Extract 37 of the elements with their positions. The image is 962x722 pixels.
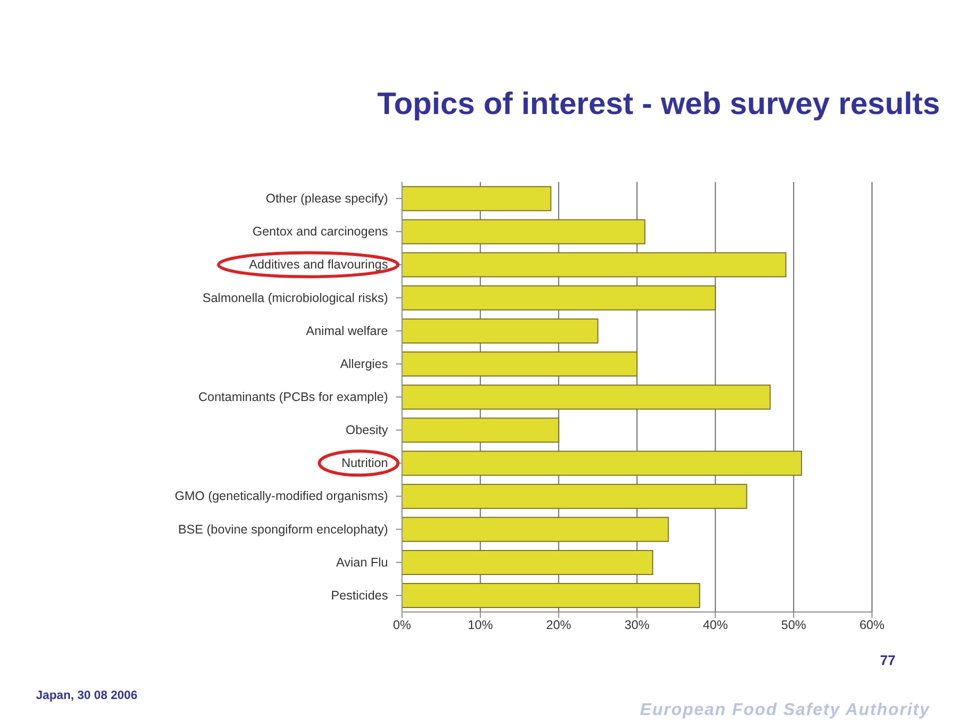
- y-tick-label: Animal welfare: [306, 324, 388, 338]
- x-tick-label: 50%: [781, 618, 806, 632]
- bar: [402, 550, 654, 575]
- text: European Food Safety Authority: [640, 700, 930, 720]
- y-tick-label: Pesticides: [331, 588, 388, 602]
- bar: [402, 352, 638, 377]
- x-tick-label: 30%: [624, 618, 650, 632]
- y-tick-label: GMO (genetically-modified organisms): [174, 489, 388, 504]
- chart-title: Topics of interest - web survey results: [376, 86, 940, 122]
- y-tick-label: BSE (bovine spongiform encelophaty): [178, 522, 388, 536]
- x-tick-label: 40%: [702, 618, 728, 632]
- bar: [402, 484, 748, 509]
- bar: [402, 583, 700, 608]
- bar: [402, 219, 646, 244]
- bar: [402, 186, 552, 212]
- y-tick-label: Salmonella (microbiological risks): [202, 290, 388, 305]
- y-tick-label: Additives and flavourings: [249, 258, 388, 272]
- y-tick-label: Gentox and carcinogens: [252, 224, 388, 239]
- bar: [402, 516, 669, 542]
- bar: [402, 285, 716, 310]
- y-tick-label: Allergies: [340, 356, 388, 371]
- text: 77: [880, 652, 896, 668]
- x-tick-label: 0%: [392, 618, 412, 632]
- bar: [402, 318, 598, 344]
- y-tick-label: Avian Flu: [336, 555, 388, 570]
- text: Japan, 30 08 2006: [36, 688, 138, 702]
- y-tick-label: Other (please specify): [266, 192, 388, 206]
- y-tick-label: Contaminants (PCBs for example): [198, 390, 388, 404]
- y-tick-label: Obesity: [346, 423, 389, 438]
- y-tick-label: Nutrition: [341, 456, 388, 470]
- x-tick-label: 20%: [546, 618, 572, 632]
- x-tick-label: 10%: [468, 618, 493, 632]
- bar: [402, 384, 771, 410]
- bar: [402, 418, 560, 443]
- bar: [402, 252, 786, 278]
- x-tick-label: 60%: [859, 618, 885, 632]
- bar: [402, 450, 802, 476]
